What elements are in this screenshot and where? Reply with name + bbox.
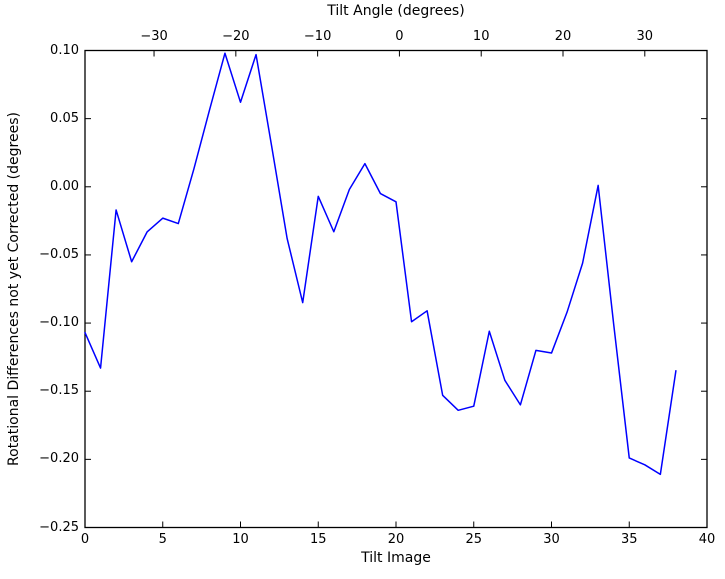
y-axis-title: Rotational Differences not yet Corrected… — [6, 112, 22, 466]
y-tick-label: −0.05 — [39, 246, 79, 262]
top-tick-label: 10 — [472, 28, 490, 44]
x-tick-label: 10 — [232, 531, 249, 547]
y-tick-label: −0.25 — [39, 519, 79, 535]
x-tick-label: 25 — [465, 531, 483, 547]
x-tick-label: 40 — [698, 531, 716, 547]
y-tick-label: 0.00 — [50, 178, 79, 194]
x-tick-label: 15 — [309, 531, 327, 547]
y-tick-label: 0.10 — [50, 42, 79, 58]
top-tick-label: 30 — [636, 28, 654, 44]
x-tick-label: 20 — [387, 531, 405, 547]
x-axis-title: Tilt Image — [361, 550, 431, 566]
x-tick-label: 5 — [158, 531, 167, 547]
top-tick-label: −30 — [140, 28, 168, 44]
top-tick-label: −20 — [222, 28, 250, 44]
x-tick-label: 0 — [80, 531, 90, 547]
plot-frame — [84, 49, 708, 529]
top-tick-label: 0 — [395, 28, 404, 44]
y-tick-label: −0.15 — [39, 383, 79, 399]
x-tick-label: 35 — [620, 531, 638, 547]
data-line — [84, 52, 677, 476]
top-tick-label: −10 — [303, 28, 332, 44]
y-tick-label: −0.20 — [39, 451, 79, 467]
top-tick-label: 20 — [554, 28, 572, 44]
y-tick-label: −0.10 — [39, 315, 79, 331]
y-tick-label: 0.05 — [50, 110, 79, 126]
x-tick-label: 30 — [543, 531, 560, 547]
top-axis-title: Tilt Angle (degrees) — [327, 3, 465, 19]
